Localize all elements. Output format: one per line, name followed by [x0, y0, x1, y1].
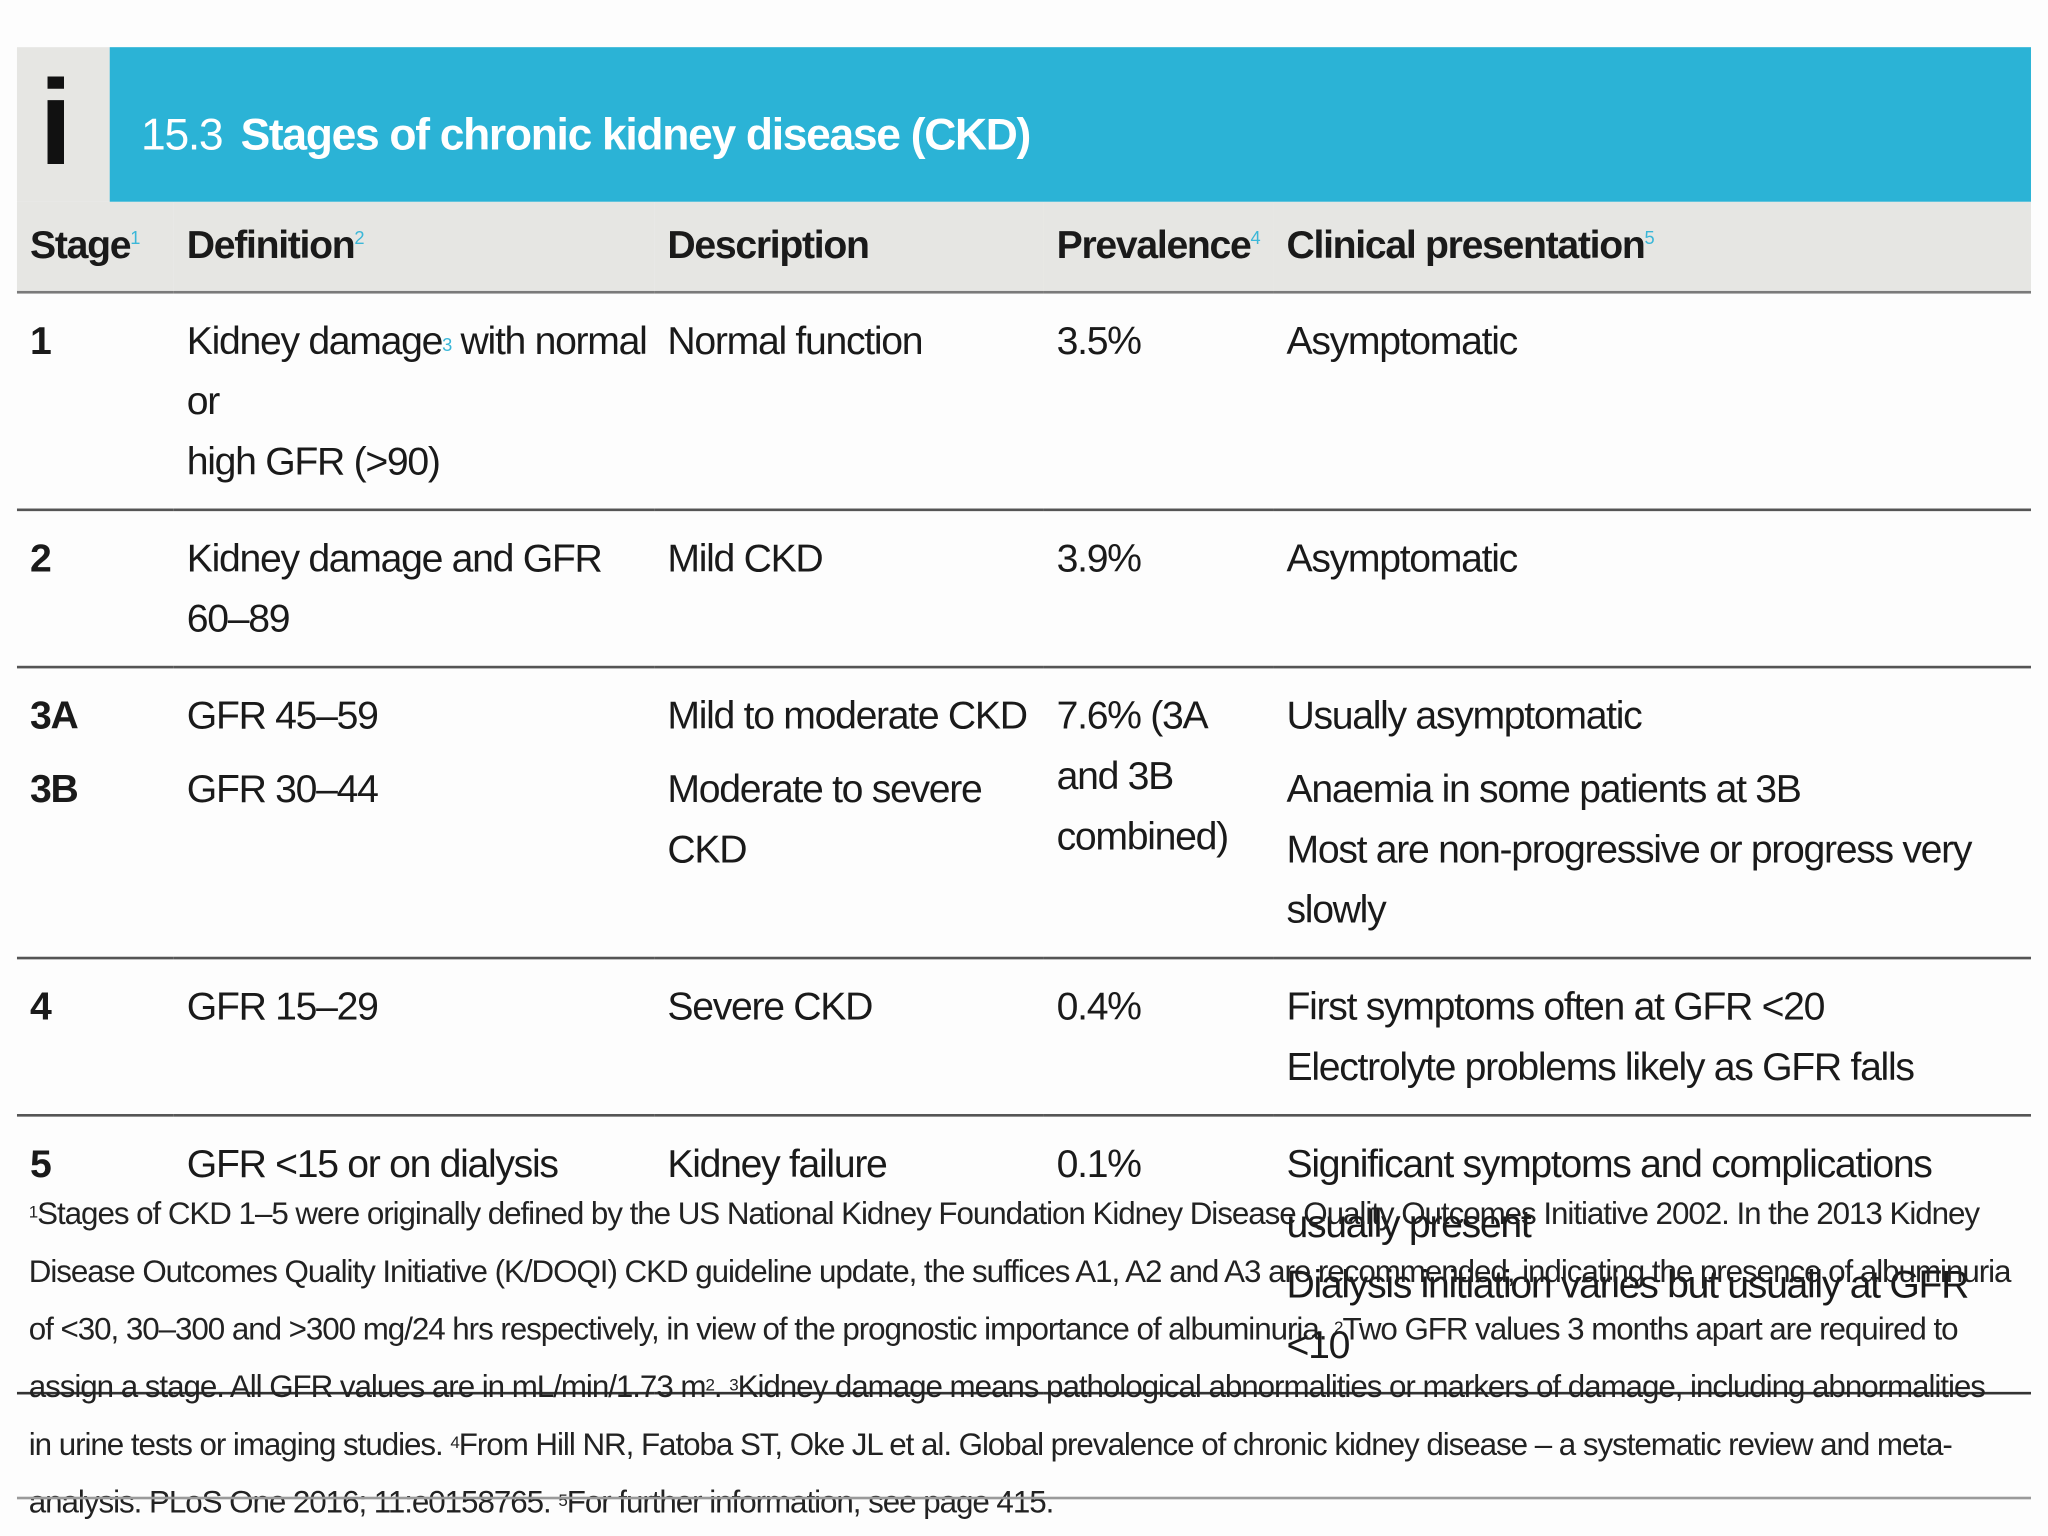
bottom-divider — [16, 1496, 2031, 1500]
superscript-2: 2 — [705, 1374, 715, 1395]
footnote-ref: 3 — [729, 1374, 739, 1395]
table-row: 5 GFR <15 or on dialysis Kidney failure … — [16, 1115, 2031, 1395]
clinical-cell: Asymptomatic — [1273, 509, 2031, 669]
prevalence-cell: 0.1% — [1043, 1115, 1274, 1395]
footnote-ref: 4 — [450, 1432, 460, 1453]
header-definition: Definition2 — [173, 201, 655, 294]
footnote-ref: 5 — [558, 1490, 568, 1510]
definition-cell: Kidney damage and GFR 60–89 — [173, 509, 655, 669]
footnote-ref: 2 — [1334, 1317, 1344, 1337]
footnote-ref: 2 — [354, 226, 364, 248]
definition-cell: GFR 15–29 — [173, 958, 655, 1117]
stage-cell: 5 — [16, 1115, 174, 1395]
table-header-row: Stage1 Definition2 Description Prevalenc… — [16, 201, 2031, 294]
definition-cell: Kidney damage3 with normal or high GFR (… — [173, 292, 655, 512]
box-title-text: Stages of chronic kidney disease (CKD) — [240, 110, 1032, 160]
prevalence-cell: 3.5% — [1043, 292, 1274, 512]
clinical-cell: Usually asymptomatic Anaemia in some pat… — [1273, 667, 2031, 960]
stage-cell: 3A 3B — [16, 667, 174, 960]
footnote-2: Two GFR values 3 months apart are requir… — [28, 1311, 1959, 1405]
stage-cell: 4 — [16, 958, 174, 1117]
clinical-cell: First symptoms often at GFR <20 Electrol… — [1273, 958, 2031, 1117]
table-row: 3A 3B GFR 45–59 GFR 30–44 Mild to modera… — [16, 667, 2031, 960]
prevalence-cell: 0.4% — [1043, 958, 1274, 1117]
table-row: 4 GFR 15–29 Severe CKD 0.4% First sympto… — [16, 958, 2031, 1117]
clinical-cell: Asymptomatic — [1273, 292, 2031, 512]
stage-cell: 1 — [16, 292, 174, 512]
prevalence-cell: 7.6% (3A and 3B combined) — [1043, 667, 1274, 960]
footnote-4: From Hill NR, Fatoba ST, Oke JL et al. G… — [28, 1427, 1953, 1521]
footnote-ref: 1 — [130, 226, 140, 248]
footnote-ref: 4 — [1250, 226, 1261, 248]
header-clinical: Clinical presentation5 — [1273, 201, 2031, 294]
definition-cell: GFR <15 or on dialysis — [173, 1115, 655, 1395]
prevalence-cell: 3.9% — [1043, 509, 1274, 669]
header-description: Description — [654, 201, 1044, 294]
info-box: i — [16, 47, 110, 202]
title-band: 15.3 Stages of chronic kidney disease (CK… — [109, 47, 2031, 202]
description-cell: Mild to moderate CKD Moderate to severe … — [654, 667, 1044, 960]
table-footnotes: 1Stages of CKD 1–5 were originally defin… — [28, 1196, 2012, 1521]
table-row: 2 Kidney damage and GFR 60–89 Mild CKD 3… — [16, 509, 2031, 669]
footnote-3: Kidney damage means pathological abnorma… — [28, 1369, 1986, 1463]
box-number: 15.3 — [141, 110, 224, 160]
footnote-ref: 1 — [28, 1201, 39, 1222]
title-bar: i 15.3 Stages of chronic kidney disease (… — [16, 47, 2031, 202]
footnote-ref: 3 — [442, 334, 452, 356]
header-stage: Stage1 — [16, 201, 174, 294]
info-icon: i — [39, 56, 73, 191]
footnote-ref: 5 — [1644, 226, 1654, 248]
definition-cell: GFR 45–59 GFR 30–44 — [173, 667, 655, 960]
footnote-5: For further information, see page 415. — [566, 1484, 1055, 1521]
clinical-cell: Significant symptoms and complications u… — [1273, 1115, 2031, 1395]
box-title: 15.3 Stages of chronic kidney disease (CK… — [141, 110, 1032, 161]
description-cell: Kidney failure — [654, 1115, 1044, 1395]
ckd-stages-table: Stage1 Definition2 Description Prevalenc… — [16, 201, 2031, 1395]
description-cell: Severe CKD — [654, 958, 1044, 1117]
description-cell: Mild CKD — [654, 509, 1044, 669]
stage-cell: 2 — [16, 509, 174, 669]
footnote-1: Stages of CKD 1–5 were originally define… — [28, 1196, 2012, 1348]
header-prevalence: Prevalence4 — [1043, 201, 1274, 294]
table-row: 1 Kidney damage3 with normal or high GFR… — [16, 292, 2031, 512]
description-cell: Normal function — [654, 292, 1044, 512]
